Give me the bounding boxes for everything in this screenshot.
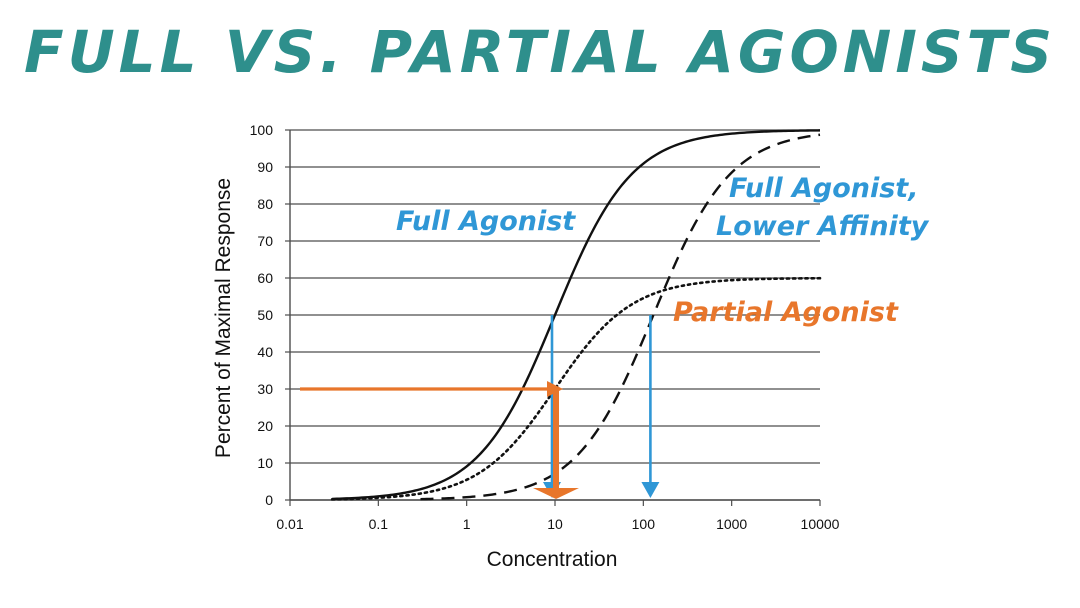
y-tick-label-90: 90 <box>257 159 273 175</box>
y-tick-label-20: 20 <box>257 418 273 434</box>
y-tick-label-50: 50 <box>257 307 273 323</box>
axis-layer <box>285 129 821 506</box>
curve-full-agonist <box>332 129 821 501</box>
y-axis-title: Percent of Maximal Response <box>212 178 235 458</box>
x-tick-label-0.1: 0.1 <box>369 516 389 532</box>
label-layer: 0 10 20 30 40 50 60 70 80 90 100 0.01 0.1 1 10 100 1000 1… <box>250 122 840 532</box>
y-tick-label-60: 60 <box>257 270 273 286</box>
y-tick-label-0: 0 <box>265 492 273 508</box>
marker-layer <box>300 315 660 499</box>
label-full-agonist-lower-affinity-line1: Full Agonist, <box>729 173 918 204</box>
curve-full-agonist-lower-affinity <box>420 133 821 501</box>
y-tick-label-40: 40 <box>257 344 273 360</box>
curve-layer <box>330 129 822 501</box>
label-full-agonist: Full Agonist <box>396 206 576 237</box>
x-tick-label-1000: 1000 <box>716 516 747 532</box>
x-tick-label-1: 1 <box>463 516 471 532</box>
curve-partial-agonist <box>330 276 822 501</box>
x-tick-label-0.01: 0.01 <box>276 516 303 532</box>
y-tick-label-100: 100 <box>250 122 274 138</box>
slide-title: FULL VS. PARTIAL AGONISTS <box>23 18 1057 86</box>
label-full-agonist-lower-affinity-line2: Lower Affinity <box>716 211 930 242</box>
y-tick-label-30: 30 <box>257 381 273 397</box>
orange-drop-arrow-head <box>533 488 579 499</box>
y-tick-label-70: 70 <box>257 233 273 249</box>
x-tick-label-10000: 10000 <box>801 516 840 532</box>
y-tick-label-80: 80 <box>257 196 273 212</box>
x-tick-label-10: 10 <box>547 516 563 532</box>
label-partial-agonist: Partial Agonist <box>673 297 899 328</box>
x-tick-label-100: 100 <box>632 516 656 532</box>
blue-drop-arrow-head-1 <box>641 482 660 498</box>
y-tick-label-10: 10 <box>257 455 273 471</box>
x-axis-title: Concentration <box>487 548 618 571</box>
